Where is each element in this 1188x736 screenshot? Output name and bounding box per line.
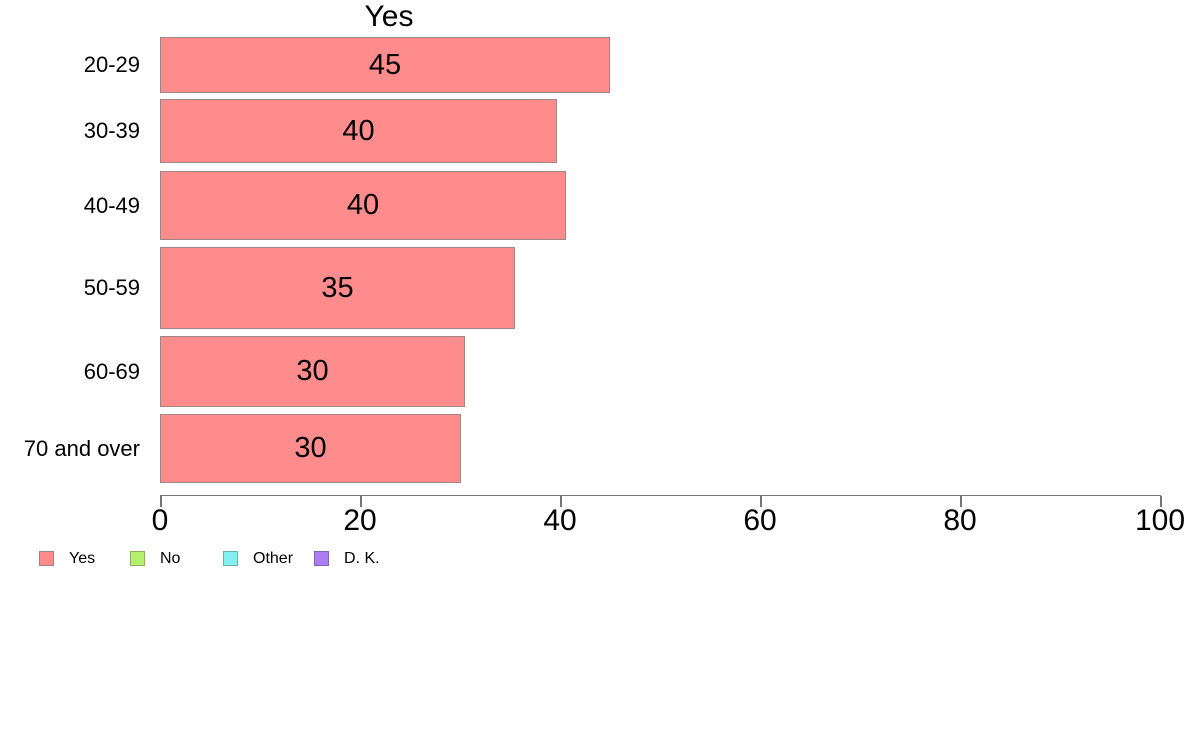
legend-label: D. K.	[344, 550, 380, 567]
tick-label: 40	[543, 504, 577, 537]
tick-label: 80	[943, 504, 977, 537]
legend-swatch	[314, 551, 329, 566]
legend-item: D. K.	[314, 550, 380, 567]
legend-label: Yes	[69, 550, 96, 567]
bar: 30	[160, 336, 465, 407]
bar-value-label: 30	[296, 355, 329, 387]
legend-swatch	[39, 551, 54, 566]
legend-label: No	[160, 550, 181, 567]
bar: 45	[160, 37, 610, 93]
category-label: 30-39	[83, 118, 140, 143]
tick-mark	[760, 496, 762, 507]
chart-title: Yes	[364, 0, 414, 33]
legend-label: Other	[253, 550, 294, 567]
tick-mark	[560, 496, 562, 507]
bar-value-label: 35	[321, 271, 354, 304]
x-axis-line	[160, 495, 1161, 496]
category-label: 60-69	[83, 358, 140, 384]
category-label: 50-59	[83, 275, 140, 300]
category-label: 20-29	[83, 52, 140, 77]
tick-label: 100	[1134, 504, 1186, 537]
tick-label: 0	[151, 504, 169, 537]
legend-swatch	[223, 551, 238, 566]
tick-mark	[160, 496, 162, 507]
legend-item: Yes	[39, 550, 95, 567]
tick-mark	[960, 496, 962, 507]
tick-mark	[360, 496, 362, 507]
legend-swatch	[130, 551, 145, 566]
bar-value-label: 40	[342, 114, 375, 147]
tick-mark	[1160, 496, 1162, 507]
bar-value-label: 40	[346, 189, 380, 221]
bar: 30	[160, 414, 461, 483]
bar-value-label: 30	[294, 432, 327, 464]
category-label: 40-49	[83, 192, 140, 218]
category-label: 70 and over	[23, 435, 140, 461]
bar: 40	[160, 171, 566, 240]
bar: 35	[160, 247, 515, 329]
tick-label: 60	[743, 504, 777, 537]
legend-item: No	[130, 550, 180, 567]
legend-item: Other	[223, 550, 293, 567]
bar: 40	[160, 99, 557, 163]
bar-value-label: 45	[368, 48, 402, 81]
tick-label: 20	[343, 504, 377, 537]
